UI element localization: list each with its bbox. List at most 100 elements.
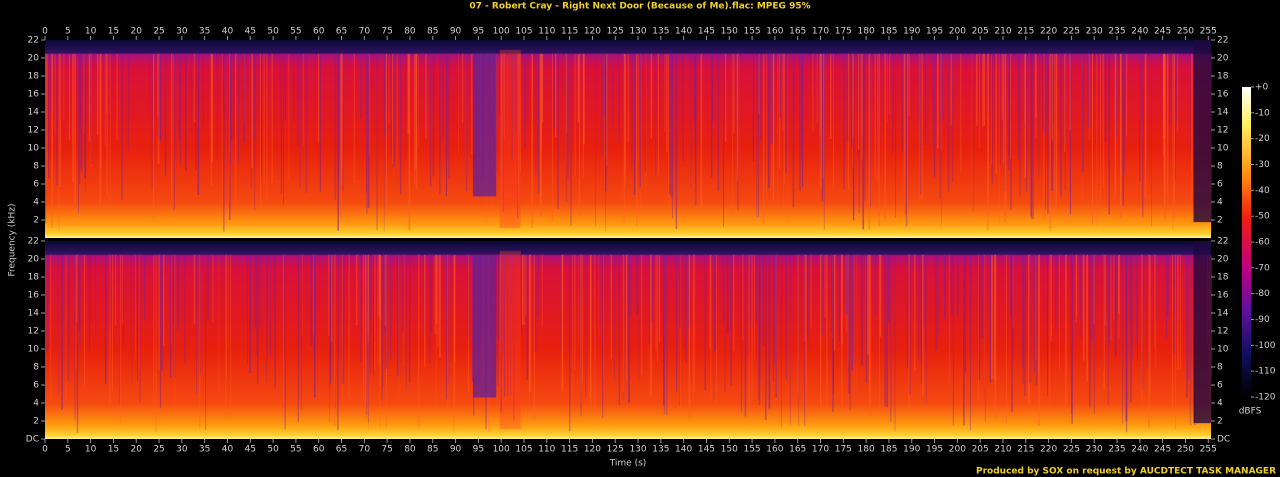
streak bbox=[1144, 53, 1147, 198]
y-tick-label: 6 bbox=[33, 381, 39, 391]
fade-out bbox=[1193, 241, 1211, 424]
streak bbox=[816, 53, 818, 123]
streak bbox=[383, 53, 386, 136]
y-tick-label: 12 bbox=[28, 327, 39, 337]
streak bbox=[1108, 53, 1110, 130]
x-tick-label: 60 bbox=[313, 27, 325, 37]
streak bbox=[1118, 53, 1120, 114]
streak bbox=[447, 254, 449, 385]
streak bbox=[644, 53, 647, 172]
y-axis-label: Frequency (kHz) bbox=[8, 203, 18, 276]
streak bbox=[784, 53, 785, 186]
streak bbox=[756, 53, 758, 218]
streak bbox=[1122, 254, 1124, 424]
x-tick-label: 230 bbox=[1086, 445, 1103, 455]
streak bbox=[1173, 254, 1175, 354]
streak bbox=[1167, 254, 1169, 318]
streak bbox=[378, 254, 380, 316]
streak bbox=[636, 254, 638, 315]
streak bbox=[635, 53, 637, 204]
streak bbox=[932, 53, 934, 146]
streak bbox=[870, 53, 871, 208]
x-tick-label: 80 bbox=[404, 27, 416, 37]
streak bbox=[890, 254, 892, 422]
streak bbox=[998, 53, 1000, 222]
streak bbox=[1082, 53, 1084, 173]
streak bbox=[991, 254, 993, 379]
streak bbox=[730, 254, 732, 386]
streak bbox=[1031, 53, 1033, 220]
y-tick-label: 10 bbox=[28, 345, 40, 355]
streak bbox=[135, 254, 137, 359]
streak bbox=[337, 254, 339, 431]
streak bbox=[119, 254, 122, 424]
streak bbox=[297, 53, 299, 146]
streak bbox=[944, 254, 946, 319]
streak bbox=[221, 53, 223, 211]
y-tick-label: 12 bbox=[28, 126, 39, 136]
y-tick-label: 14 bbox=[28, 309, 40, 319]
x-tick-label: 145 bbox=[698, 445, 715, 455]
streak bbox=[399, 53, 402, 195]
streak bbox=[724, 254, 726, 392]
streak bbox=[61, 254, 63, 410]
footer: Produced by SOX on request by AUCDTECT T… bbox=[976, 467, 1276, 477]
streak bbox=[340, 53, 342, 218]
streak bbox=[337, 53, 340, 231]
streak bbox=[1141, 254, 1143, 409]
x-tick-label: 10 bbox=[85, 27, 97, 37]
x-tick-label: 15 bbox=[108, 445, 119, 455]
streak bbox=[496, 53, 497, 172]
streak bbox=[870, 53, 872, 197]
streak bbox=[625, 254, 627, 366]
x-tick-label: 165 bbox=[789, 445, 806, 455]
y-tick-label: 22 bbox=[1217, 237, 1228, 247]
streak bbox=[468, 254, 470, 340]
x-tick-label: 220 bbox=[1040, 27, 1057, 37]
streak bbox=[991, 53, 993, 165]
streak bbox=[1043, 53, 1045, 221]
streak bbox=[445, 53, 448, 197]
x-tick-label: 200 bbox=[949, 27, 966, 37]
streak bbox=[679, 254, 681, 329]
streak bbox=[1034, 53, 1037, 118]
streak bbox=[127, 53, 129, 151]
y-tick-label: 4 bbox=[33, 399, 39, 409]
streak bbox=[424, 254, 426, 368]
streak bbox=[874, 254, 876, 316]
streak bbox=[56, 53, 58, 186]
streak bbox=[764, 254, 767, 420]
streak bbox=[199, 254, 201, 375]
streak bbox=[893, 254, 895, 338]
streak bbox=[448, 53, 450, 179]
streak bbox=[664, 53, 666, 132]
streak bbox=[1151, 53, 1152, 227]
x-tick-label: 75 bbox=[381, 27, 392, 37]
x-tick-label: 225 bbox=[1063, 445, 1080, 455]
streak bbox=[918, 53, 921, 203]
streak bbox=[760, 53, 762, 140]
streak bbox=[360, 254, 362, 362]
streak bbox=[1176, 254, 1179, 370]
streak bbox=[153, 53, 155, 128]
streak bbox=[383, 53, 385, 232]
x-tick-label: 230 bbox=[1086, 27, 1103, 37]
streak bbox=[503, 53, 505, 138]
streak bbox=[172, 254, 174, 326]
streak bbox=[1210, 53, 1212, 232]
streak bbox=[1163, 53, 1166, 214]
streak bbox=[950, 53, 953, 125]
streak bbox=[580, 254, 582, 403]
streak bbox=[1010, 53, 1012, 159]
streak bbox=[367, 53, 370, 208]
streak bbox=[250, 53, 252, 188]
streak bbox=[144, 254, 146, 320]
streak bbox=[223, 53, 225, 232]
streak bbox=[465, 53, 467, 178]
streak bbox=[848, 254, 850, 394]
streak bbox=[679, 254, 680, 407]
x-tick-label: 120 bbox=[584, 27, 601, 37]
streak bbox=[95, 254, 97, 338]
streak bbox=[1052, 53, 1054, 143]
